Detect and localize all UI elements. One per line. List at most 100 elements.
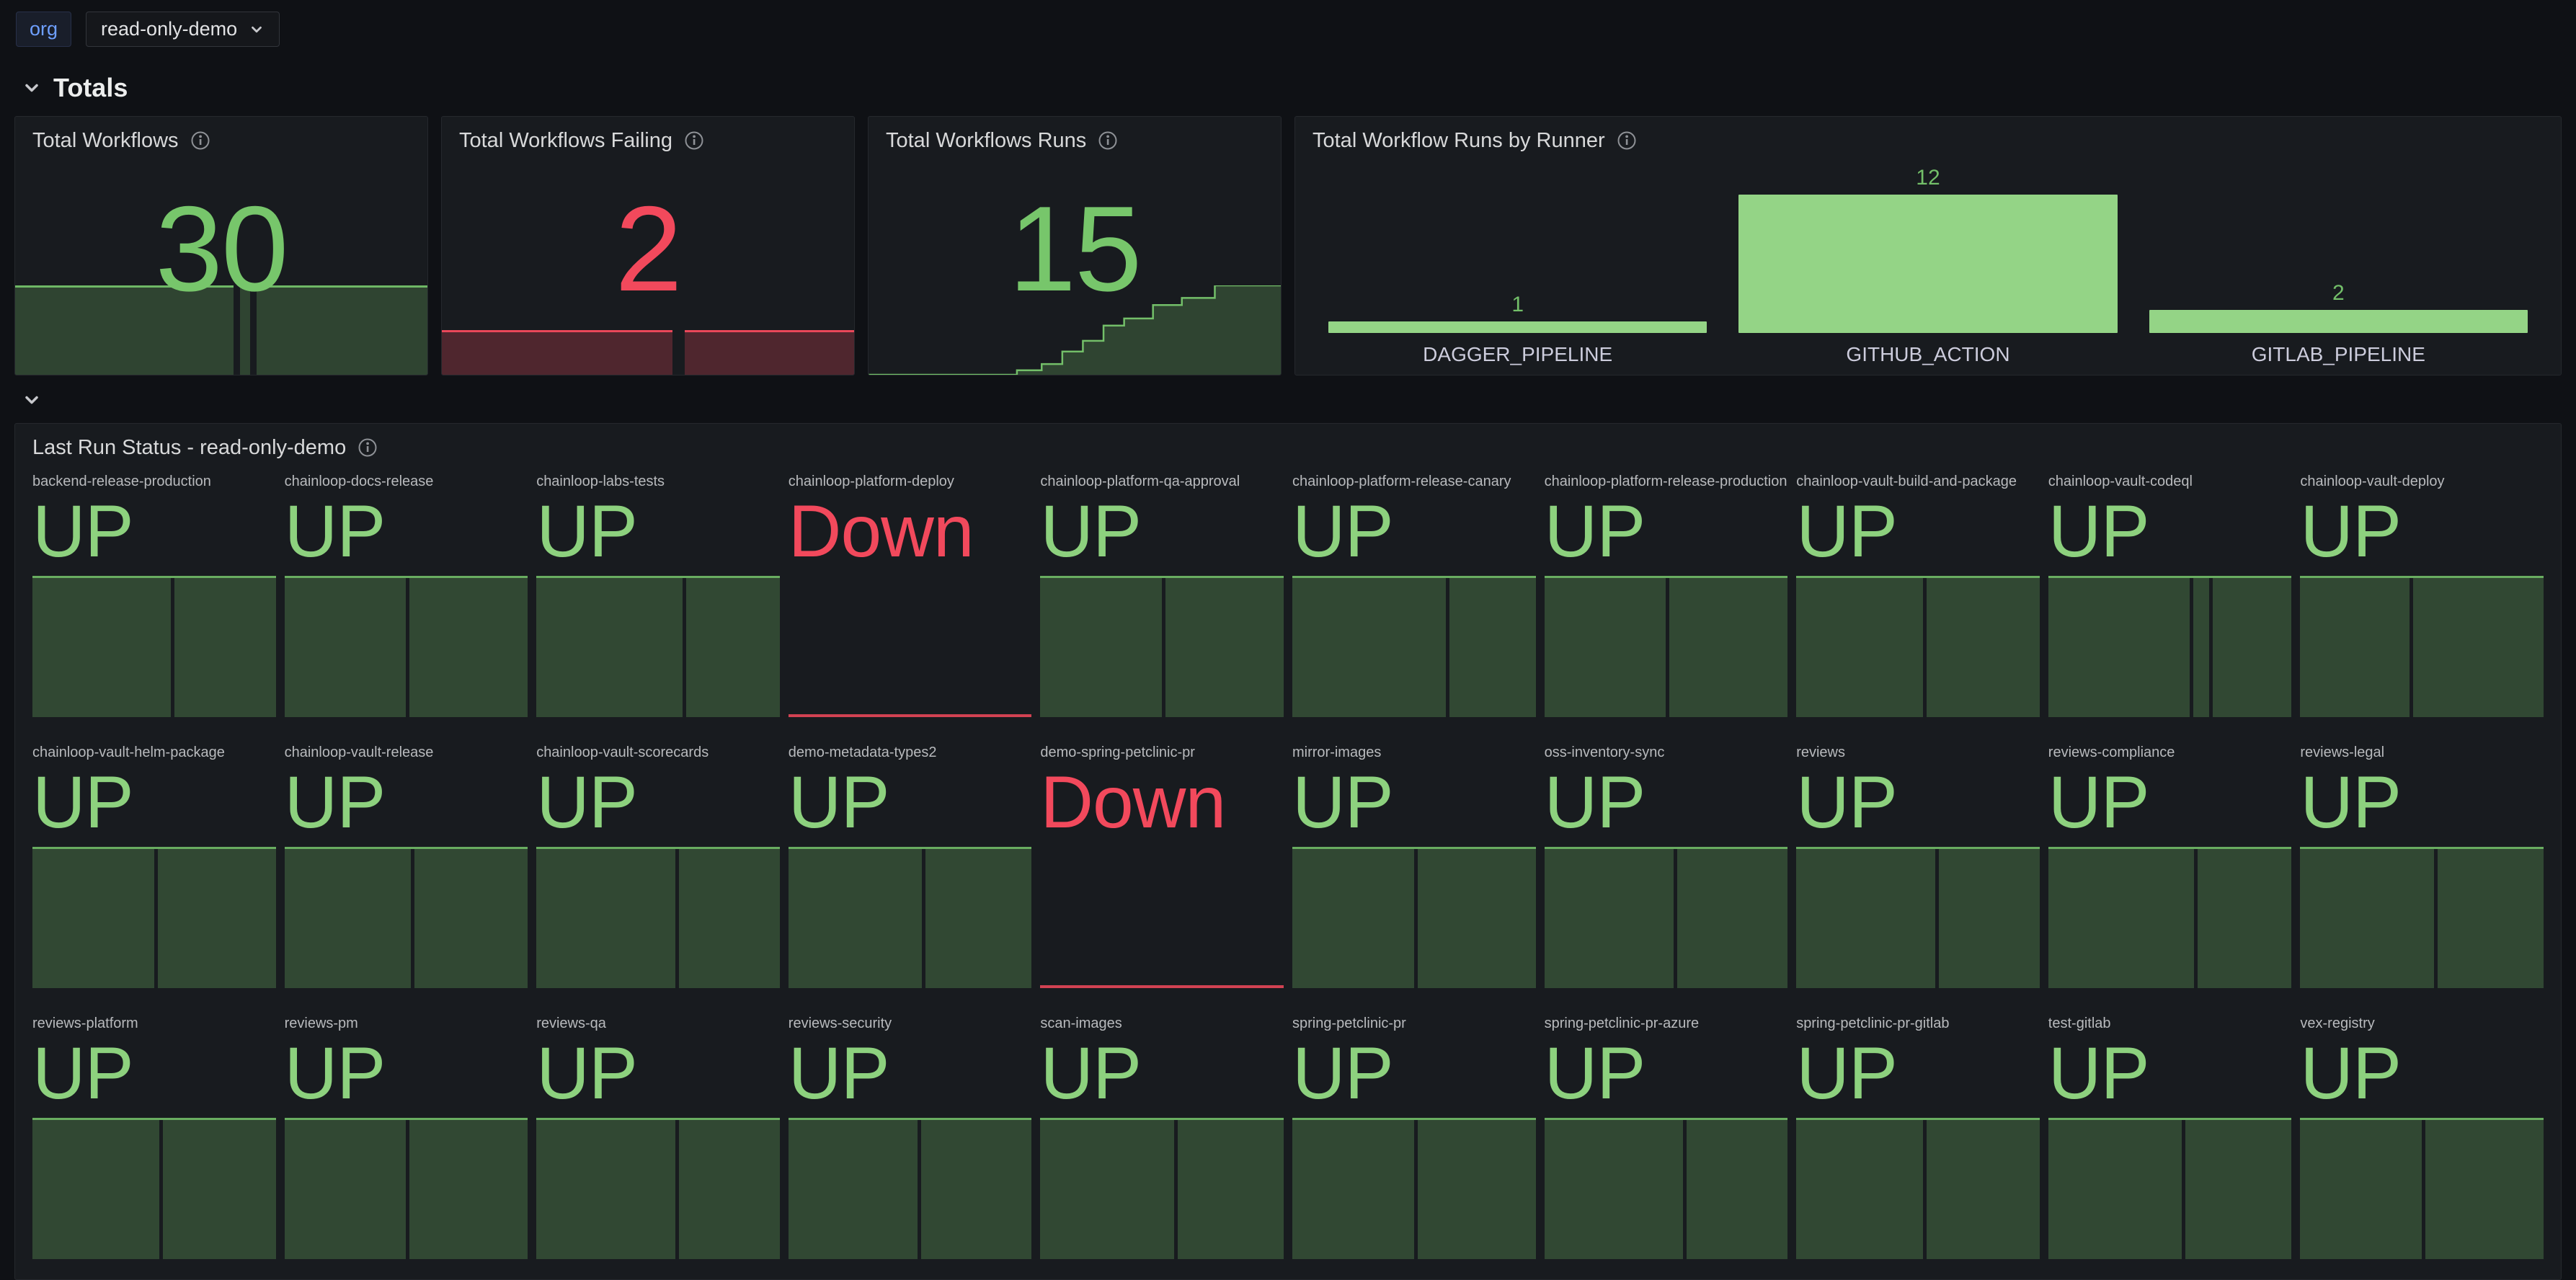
workflow-status-value: UP [1292, 760, 1394, 843]
bar-value-label: 2 [2332, 281, 2345, 305]
workflow-status-sparkline [32, 575, 276, 717]
workflow-status-tile[interactable]: reviews-pm UP [284, 1014, 528, 1259]
workflow-status-tile[interactable]: oss-inventory-sync UP [1544, 743, 1788, 988]
workflow-status-tile[interactable]: vex-registry UP [2300, 1014, 2544, 1259]
workflow-status-tile[interactable]: chainloop-vault-scorecards UP [536, 743, 780, 988]
workflow-status-sparkline [1544, 575, 1788, 717]
panel-runs-by-runner: Total Workflow Runs by Runner 1 DAGGER_P… [1294, 116, 2562, 375]
workflow-status-value: UP [536, 1031, 638, 1114]
workflow-status-tile[interactable]: chainloop-vault-release UP [284, 743, 528, 988]
totals-section-toggle[interactable]: Totals [0, 57, 2576, 116]
dashboard-selector-dropdown[interactable]: read-only-demo [86, 12, 280, 47]
info-icon[interactable] [1098, 130, 1118, 151]
workflow-status-tile[interactable]: reviews-compliance UP [2048, 743, 2292, 988]
workflow-status-value: UP [2300, 489, 2402, 572]
workflow-status-value: UP [536, 489, 638, 572]
workflow-status-tile[interactable]: chainloop-vault-build-and-package UP [1796, 472, 2040, 717]
workflow-status-tile[interactable]: reviews-legal UP [2300, 743, 2544, 988]
workflow-status-sparkline [284, 575, 528, 717]
workflow-status-tile[interactable]: test-gitlab UP [2048, 1014, 2292, 1259]
workflow-status-tile[interactable]: spring-petclinic-pr-gitlab UP [1796, 1014, 2040, 1259]
workflow-status-tile[interactable]: backend-release-production UP [32, 472, 276, 717]
workflow-status-tile[interactable]: demo-spring-petclinic-pr Down [1040, 743, 1284, 988]
info-icon[interactable] [684, 130, 704, 151]
info-icon[interactable] [357, 437, 378, 458]
bar-column: 12 GITHUB_ACTION [1738, 166, 2118, 365]
top-navigation: org read-only-demo [0, 0, 2576, 57]
series-gap [1174, 1119, 1178, 1259]
workflow-name: spring-petclinic-pr [1292, 1015, 1406, 1031]
workflow-status-tile[interactable]: chainloop-platform-release-production UP [1544, 472, 1788, 717]
collapsed-section-toggle[interactable] [0, 375, 2576, 423]
bar-category-label: DAGGER_PIPELINE [1423, 343, 1613, 365]
org-breadcrumb-chip[interactable]: org [16, 12, 72, 47]
bar[interactable] [2149, 310, 2528, 333]
workflow-status-sparkline [32, 1117, 276, 1259]
panel-title: Total Workflows Runs [886, 129, 1087, 152]
workflow-status-tile[interactable]: spring-petclinic-pr-azure UP [1544, 1014, 1788, 1259]
workflow-status-value: UP [1544, 760, 1646, 843]
bar[interactable] [1328, 321, 1707, 333]
workflow-status-tile[interactable]: reviews-platform UP [32, 1014, 276, 1259]
total-workflows-failing-value: 2 [615, 181, 682, 317]
workflow-status-sparkline [2300, 575, 2544, 717]
workflow-status-sparkline [536, 575, 780, 717]
sparkline-segment [256, 285, 427, 375]
sparkline-segment [15, 285, 234, 375]
workflow-status-sparkline [1292, 575, 1536, 717]
workflow-status-tile[interactable]: chainloop-platform-release-canary UP [1292, 472, 1536, 717]
series-gap [682, 577, 686, 717]
workflow-name: mirror-images [1292, 744, 1382, 760]
failing-sparkline [442, 330, 854, 375]
workflow-status-sparkline [1544, 1117, 1788, 1259]
workflow-status-tile[interactable]: chainloop-docs-release UP [284, 472, 528, 717]
workflow-status-tile[interactable]: scan-images UP [1040, 1014, 1284, 1259]
workflow-status-sparkline [2300, 846, 2544, 988]
bar-value-label: 12 [1916, 166, 1940, 190]
workflow-status-tile[interactable]: reviews-security UP [788, 1014, 1032, 1259]
workflow-status-sparkline [536, 1117, 780, 1259]
panel-header[interactable]: Total Workflow Runs by Runner [1295, 117, 2561, 158]
panel-header[interactable]: Total Workflows Runs [869, 117, 1281, 158]
panel-header[interactable]: Total Workflows Failing [442, 117, 854, 158]
workflow-name: chainloop-platform-release-canary [1292, 473, 1511, 489]
panel-header[interactable]: Total Workflows [15, 117, 427, 158]
workflow-status-tile[interactable]: chainloop-platform-deploy Down [788, 472, 1032, 717]
workflow-status-tile[interactable]: chainloop-labs-tests UP [536, 472, 780, 717]
workflow-status-tile[interactable]: chainloop-platform-qa-approval UP [1040, 472, 1284, 717]
runner-bar-chart: 1 DAGGER_PIPELINE 12 GITHUB_ACTION 2 GIT… [1328, 161, 2528, 365]
bar[interactable] [1738, 195, 2118, 333]
workflow-status-value: UP [1796, 760, 1898, 843]
workflow-status-tile[interactable]: reviews UP [1796, 743, 2040, 988]
panel-title: Total Workflows Failing [459, 129, 673, 152]
workflow-status-sparkline [2048, 575, 2292, 717]
workflow-name: reviews-compliance [2048, 744, 2175, 760]
panel-body: 1 DAGGER_PIPELINE 12 GITHUB_ACTION 2 GIT… [1295, 158, 2561, 375]
sparkline-segment [442, 330, 673, 375]
workflow-status-sparkline [536, 846, 780, 988]
workflow-status-tile[interactable]: chainloop-vault-codeql UP [2048, 472, 2292, 717]
series-gap [1413, 848, 1418, 988]
series-gap [2422, 1119, 2426, 1259]
workflow-status-tile[interactable]: chainloop-vault-deploy UP [2300, 472, 2544, 717]
down-series-line [788, 714, 1032, 717]
workflow-status-sparkline [284, 846, 528, 988]
info-icon[interactable] [1617, 130, 1637, 151]
series-gap [154, 848, 158, 988]
panel-header[interactable]: Last Run Status - read-only-demo [15, 424, 2561, 465]
workflow-status-tile[interactable]: reviews-qa UP [536, 1014, 780, 1259]
info-icon[interactable] [190, 130, 210, 151]
workflow-status-tile[interactable]: demo-metadata-types2 UP [788, 743, 1032, 988]
workflow-status-sparkline [788, 846, 1032, 988]
workflow-status-tile[interactable]: chainloop-vault-helm-package UP [32, 743, 276, 988]
series-gap [675, 1119, 679, 1259]
bar-column: 2 GITLAB_PIPELINE [2149, 283, 2528, 365]
workflow-status-tile[interactable]: mirror-images UP [1292, 743, 1536, 988]
workflow-status-value: UP [1040, 1031, 1142, 1114]
series-gap [406, 1119, 410, 1259]
workflow-status-value: UP [2048, 760, 2150, 843]
down-series-line [1040, 985, 1284, 988]
series-gap [1683, 1119, 1687, 1259]
series-gap [1162, 577, 1166, 717]
workflow-status-tile[interactable]: spring-petclinic-pr UP [1292, 1014, 1536, 1259]
